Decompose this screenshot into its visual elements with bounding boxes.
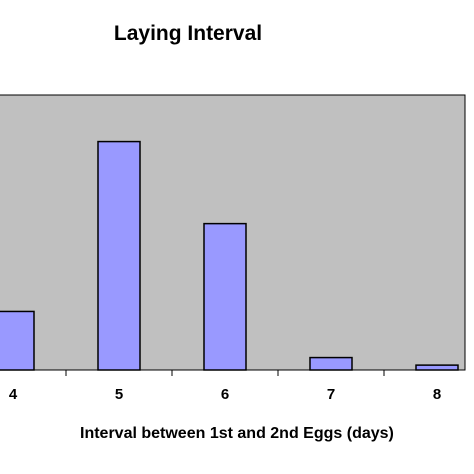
x-ticks-group: 4 5 6 7 8	[9, 370, 441, 403]
bar-7	[309, 356, 353, 371]
bar-4	[0, 310, 35, 371]
x-tick-label-6: 6	[221, 386, 229, 403]
x-tick-label-5: 5	[115, 386, 123, 403]
x-axis-label: Interval between 1st and 2nd Eggs (days)	[80, 425, 394, 442]
bar-5	[97, 140, 141, 371]
x-tick-label-7: 7	[327, 386, 335, 403]
bar-6	[203, 222, 247, 371]
bars-group	[0, 140, 459, 371]
bar-8	[415, 364, 459, 371]
x-tick-label-4: 4	[9, 386, 18, 403]
chart-title: Laying Interval	[114, 22, 262, 45]
x-tick-label-8: 8	[433, 386, 441, 403]
